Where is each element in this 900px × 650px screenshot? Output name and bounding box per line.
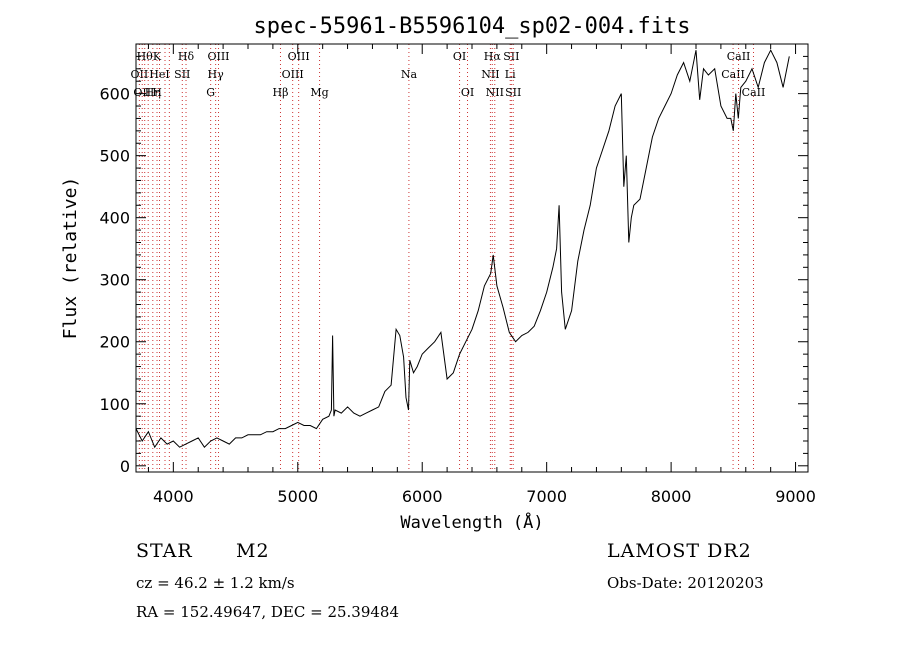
line-label: OIII [282, 68, 304, 81]
line-label: H [152, 86, 162, 99]
line-label: Mg [310, 86, 328, 99]
line-label: HeI [149, 68, 169, 81]
x-tick-label: 7000 [526, 487, 567, 506]
x-tick-label: 4000 [153, 487, 194, 506]
y-tick-label: 300 [99, 271, 130, 290]
line-label: Li [505, 68, 516, 81]
line-label: OII [131, 68, 149, 81]
y-tick-label: 400 [99, 209, 130, 228]
x-tick-label: 9000 [775, 487, 816, 506]
line-label: OII [133, 86, 151, 99]
line-label: OIII [207, 50, 229, 63]
x-tick-label: 8000 [651, 487, 692, 506]
line-label: Hδ [178, 50, 195, 63]
line-label: OIII [288, 50, 310, 63]
line-label: Hγ [208, 68, 225, 81]
survey-name: LAMOST DR2 [607, 540, 752, 562]
plot-frame [135, 43, 809, 473]
object-class: STAR [136, 540, 193, 562]
line-label: CaII [721, 68, 745, 81]
line-label: K [153, 50, 162, 63]
line-label: NII [481, 68, 499, 81]
line-label: Na [401, 68, 418, 81]
object-subclass: M2 [236, 540, 270, 562]
line-label: NII [486, 86, 504, 99]
y-tick-label: 600 [99, 85, 130, 104]
line-label: CaII [727, 50, 751, 63]
line-label: Hα [484, 50, 502, 63]
ra-dec-coordinates: RA = 152.49647, DEC = 25.39484 [136, 603, 400, 621]
line-label: OI [453, 50, 466, 63]
y-axis-label: Flux (relative) [60, 177, 81, 340]
line-label: SII [174, 68, 190, 81]
line-label: Hη [145, 86, 161, 99]
redshift-velocity: cz = 46.2 ± 1.2 km/s [136, 574, 295, 592]
x-axis-label: Wavelength (Å) [400, 511, 543, 533]
line-label: OI [461, 86, 474, 99]
y-tick-label: 0 [120, 457, 130, 476]
line-label: SII [503, 50, 519, 63]
x-tick-label: 6000 [402, 487, 443, 506]
x-tick-label: 5000 [277, 487, 318, 506]
spectrum-chart: spec-55961-B5596104_sp02-004.fitsOIIOIIH… [60, 14, 816, 533]
y-tick-label: 500 [99, 147, 130, 166]
spectrum-line [135, 49, 790, 449]
chart-title: spec-55961-B5596104_sp02-004.fits [253, 14, 690, 39]
y-tick-label: 100 [99, 395, 130, 414]
line-label: Hβ [273, 86, 289, 99]
observation-date: Obs-Date: 20120203 [607, 574, 764, 592]
line-label: Hθ [137, 50, 154, 63]
y-tick-label: 200 [99, 333, 130, 352]
line-label: CaII [742, 86, 766, 99]
line-label: SII [505, 86, 521, 99]
line-label: G [206, 86, 215, 99]
